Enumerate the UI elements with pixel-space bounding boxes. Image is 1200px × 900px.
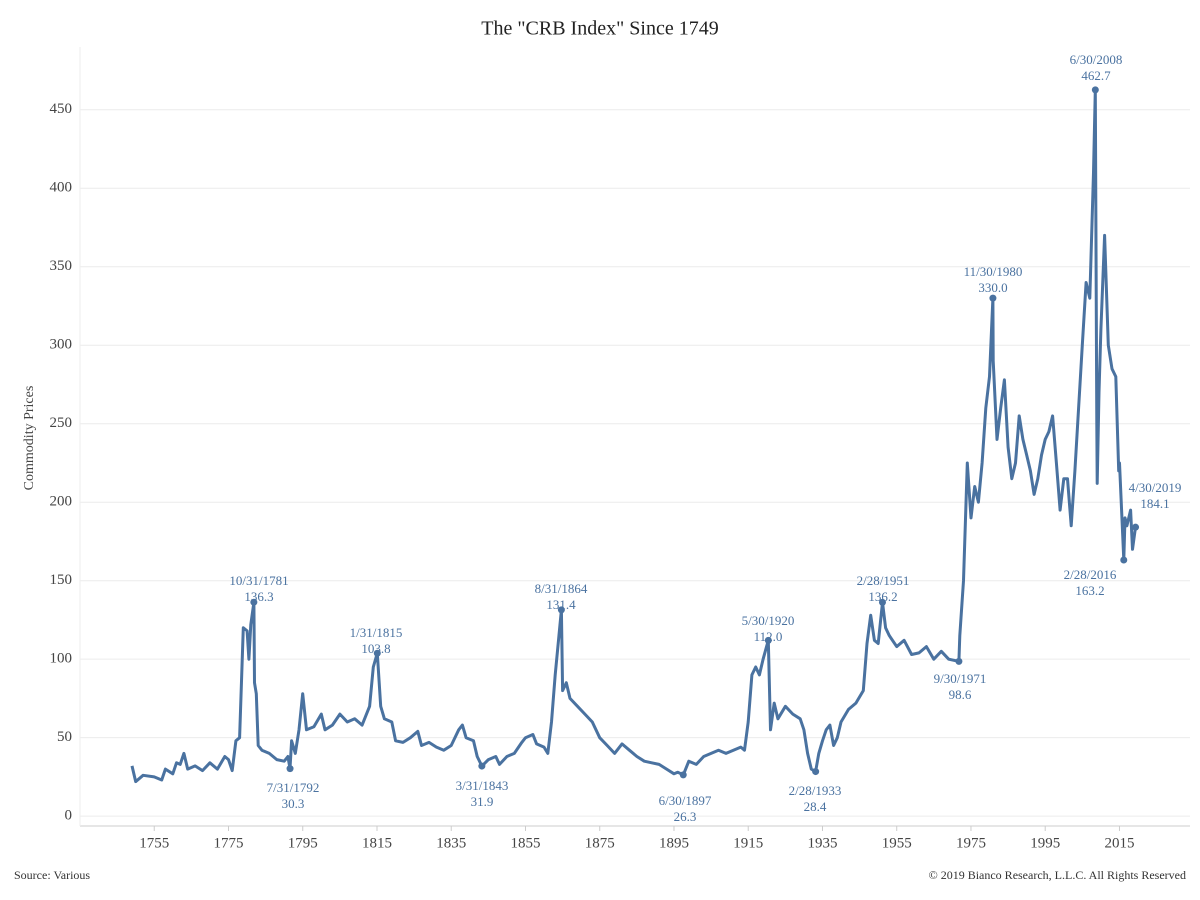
x-tick-label: 1855 <box>510 835 540 851</box>
x-tick-label: 1915 <box>733 835 763 851</box>
annotation-dot <box>286 765 294 773</box>
annotation-value: 330.0 <box>978 280 1007 295</box>
annotation-dot <box>989 294 997 302</box>
annotation-dot <box>679 771 687 779</box>
annotation-date: 2/28/1951 <box>857 573 910 588</box>
annotation-value: 184.1 <box>1140 496 1169 511</box>
annotation-date: 7/31/1792 <box>267 780 320 795</box>
annotation-date: 10/31/1781 <box>229 573 288 588</box>
annotation-dot <box>1091 86 1099 94</box>
annotation-date: 9/30/1971 <box>934 671 987 686</box>
annotation-dot <box>955 657 963 665</box>
y-tick-label: 50 <box>57 729 72 745</box>
annotation-date: 11/30/1980 <box>964 264 1023 279</box>
x-tick-label: 1895 <box>659 835 689 851</box>
annotation-date: 2/28/1933 <box>789 783 842 798</box>
annotation-value: 131.4 <box>546 597 576 612</box>
annotation-date: 3/31/1843 <box>456 778 509 793</box>
y-tick-label: 200 <box>50 494 73 510</box>
annotation-value: 163.2 <box>1075 583 1104 598</box>
annotation-value: 112.0 <box>754 629 783 644</box>
annotation-date: 6/30/1897 <box>659 793 712 808</box>
y-tick-label: 400 <box>50 180 73 196</box>
annotation-date: 2/28/2016 <box>1064 567 1117 582</box>
annotation-value: 26.3 <box>674 809 697 824</box>
price-line <box>130 88 1137 784</box>
y-tick-label: 0 <box>65 808 73 824</box>
chart-title: The "CRB Index" Since 1749 <box>481 18 718 40</box>
x-tick-label: 1955 <box>882 835 912 851</box>
annotation-value: 30.3 <box>282 796 305 811</box>
annotation-dot <box>812 768 820 776</box>
annotation-value: 98.6 <box>949 687 972 702</box>
annotation-date: 6/30/2008 <box>1070 52 1123 67</box>
annotation-value: 136.2 <box>868 589 897 604</box>
x-tick-label: 1875 <box>585 835 615 851</box>
annotation-date: 5/30/1920 <box>742 613 795 628</box>
annotation-dot <box>478 762 486 770</box>
x-tick-label: 1755 <box>139 835 169 851</box>
source: Source: Various <box>14 868 90 882</box>
x-tick-label: 1935 <box>807 835 837 851</box>
annotation-dot <box>557 606 565 614</box>
annotation-value: 103.8 <box>361 641 390 656</box>
x-tick-label: 1815 <box>362 835 392 851</box>
y-axis-label: Commodity Prices <box>22 386 37 491</box>
x-tick-label: 1835 <box>436 835 466 851</box>
y-tick-label: 250 <box>50 415 73 431</box>
copyright: © 2019 Bianco Research, L.L.C. All Right… <box>929 868 1186 882</box>
x-tick-label: 1975 <box>956 835 986 851</box>
annotation-dot <box>878 598 886 606</box>
annotation-dot <box>373 649 381 657</box>
x-tick-label: 2015 <box>1104 835 1134 851</box>
annotation-date: 8/31/1864 <box>535 581 588 596</box>
annotation-dot <box>1132 523 1140 531</box>
annotation-date: 1/31/1815 <box>350 625 403 640</box>
x-tick-label: 1775 <box>213 835 243 851</box>
y-tick-label: 350 <box>50 258 73 274</box>
annotation-dot <box>250 598 258 606</box>
y-tick-label: 100 <box>50 651 73 667</box>
annotation-value: 136.3 <box>244 589 273 604</box>
x-tick-label: 1795 <box>288 835 318 851</box>
x-tick-label: 1995 <box>1030 835 1060 851</box>
annotation-dot <box>1120 556 1128 564</box>
annotation-date: 4/30/2019 <box>1129 480 1182 495</box>
annotation-value: 462.7 <box>1081 68 1111 83</box>
annotation-value: 31.9 <box>471 794 494 809</box>
y-tick-label: 300 <box>50 337 73 353</box>
annotation-value: 28.4 <box>804 799 827 814</box>
annotation-dot <box>764 636 772 644</box>
y-tick-label: 450 <box>50 101 73 117</box>
y-tick-label: 150 <box>50 572 73 588</box>
